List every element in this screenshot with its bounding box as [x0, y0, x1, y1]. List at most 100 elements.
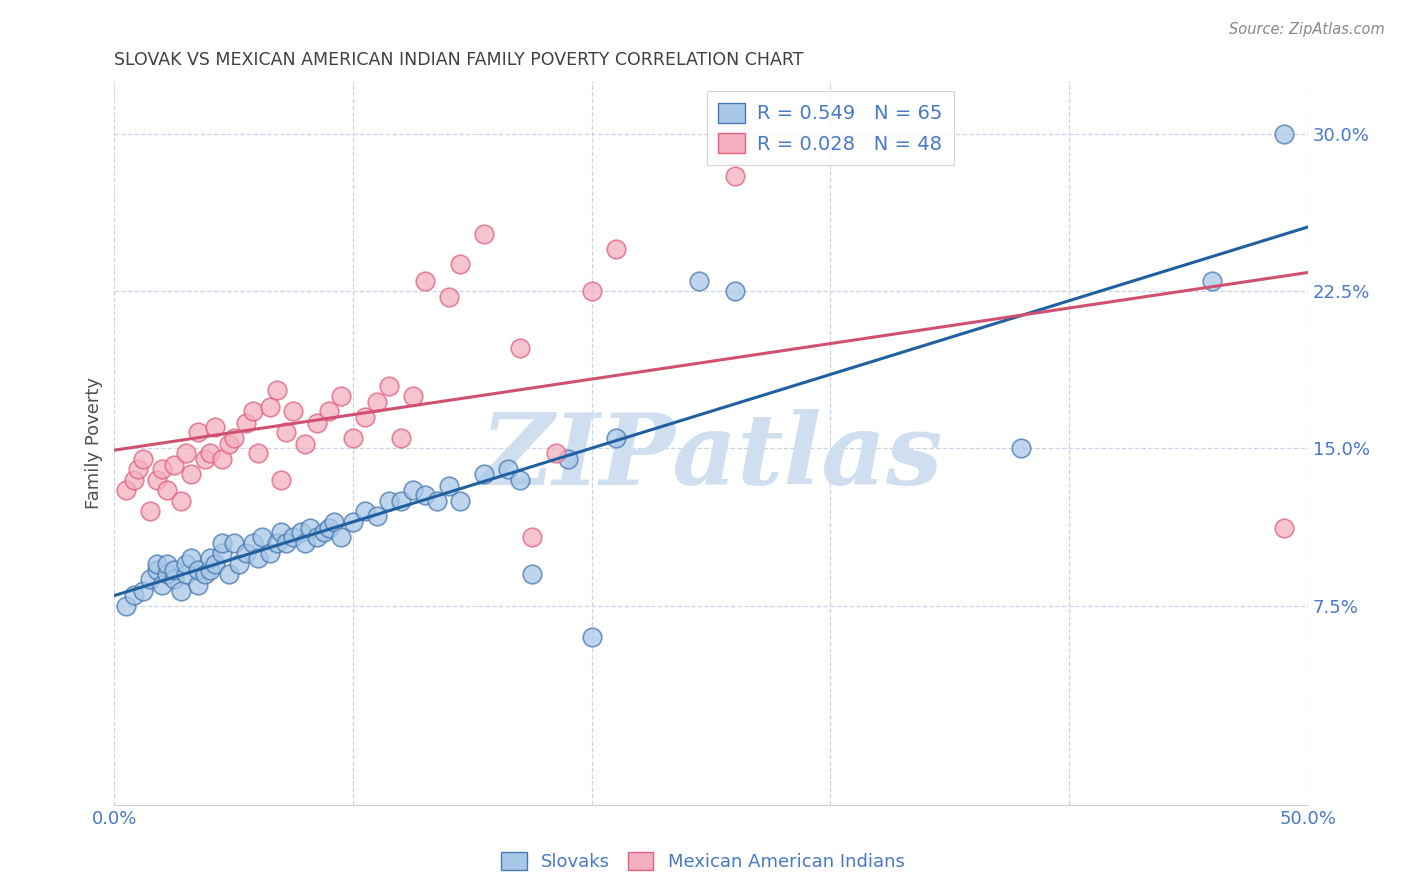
Point	[242, 403, 264, 417]
Point	[276, 425, 298, 439]
Point	[330, 389, 353, 403]
Point	[218, 567, 240, 582]
Point	[194, 567, 217, 582]
Point	[605, 242, 627, 256]
Point	[187, 578, 209, 592]
Point	[581, 284, 603, 298]
Point	[366, 508, 388, 523]
Point	[354, 504, 377, 518]
Point	[557, 452, 579, 467]
Point	[211, 452, 233, 467]
Point	[163, 458, 186, 473]
Point	[174, 567, 197, 582]
Point	[259, 400, 281, 414]
Point	[581, 630, 603, 644]
Point	[688, 274, 710, 288]
Point	[180, 550, 202, 565]
Point	[222, 431, 245, 445]
Point	[163, 563, 186, 577]
Point	[150, 462, 173, 476]
Point	[413, 274, 436, 288]
Point	[449, 257, 471, 271]
Point	[724, 284, 747, 298]
Point	[342, 431, 364, 445]
Point	[139, 504, 162, 518]
Point	[283, 530, 305, 544]
Text: Source: ZipAtlas.com: Source: ZipAtlas.com	[1229, 22, 1385, 37]
Point	[724, 169, 747, 183]
Point	[290, 525, 312, 540]
Point	[150, 578, 173, 592]
Point	[605, 431, 627, 445]
Point	[389, 431, 412, 445]
Point	[218, 437, 240, 451]
Point	[1201, 274, 1223, 288]
Point	[1010, 442, 1032, 456]
Point	[318, 521, 340, 535]
Point	[378, 494, 401, 508]
Point	[235, 546, 257, 560]
Point	[342, 515, 364, 529]
Point	[509, 473, 531, 487]
Point	[389, 494, 412, 508]
Point	[170, 584, 193, 599]
Point	[170, 494, 193, 508]
Point	[127, 462, 149, 476]
Point	[1272, 521, 1295, 535]
Point	[252, 530, 274, 544]
Point	[437, 479, 460, 493]
Point	[146, 557, 169, 571]
Text: ZIPatlas: ZIPatlas	[479, 409, 942, 506]
Point	[472, 467, 495, 481]
Point	[156, 483, 179, 498]
Point	[402, 483, 425, 498]
Point	[194, 452, 217, 467]
Point	[294, 437, 316, 451]
Point	[520, 530, 543, 544]
Text: SLOVAK VS MEXICAN AMERICAN INDIAN FAMILY POVERTY CORRELATION CHART: SLOVAK VS MEXICAN AMERICAN INDIAN FAMILY…	[114, 51, 804, 69]
Point	[156, 557, 179, 571]
Point	[544, 445, 567, 459]
Point	[132, 452, 155, 467]
Point	[259, 546, 281, 560]
Point	[204, 420, 226, 434]
Point	[266, 536, 288, 550]
Point	[472, 227, 495, 242]
Legend: R = 0.549   N = 65, R = 0.028   N = 48: R = 0.549 N = 65, R = 0.028 N = 48	[707, 91, 955, 165]
Point	[139, 572, 162, 586]
Point	[115, 483, 138, 498]
Point	[426, 494, 449, 508]
Point	[204, 557, 226, 571]
Point	[146, 563, 169, 577]
Point	[122, 588, 145, 602]
Point	[180, 467, 202, 481]
Point	[163, 572, 186, 586]
Point	[146, 473, 169, 487]
Point	[354, 409, 377, 424]
Point	[402, 389, 425, 403]
Point	[307, 417, 329, 431]
Point	[307, 530, 329, 544]
Point	[156, 567, 179, 582]
Point	[509, 341, 531, 355]
Point	[294, 536, 316, 550]
Point	[276, 536, 298, 550]
Point	[318, 403, 340, 417]
Point	[449, 494, 471, 508]
Point	[378, 378, 401, 392]
Point	[366, 395, 388, 409]
Point	[314, 525, 336, 540]
Point	[270, 525, 292, 540]
Point	[323, 515, 346, 529]
Point	[198, 550, 221, 565]
Point	[174, 557, 197, 571]
Point	[132, 584, 155, 599]
Point	[1272, 127, 1295, 141]
Point	[242, 536, 264, 550]
Point	[330, 530, 353, 544]
Point	[520, 567, 543, 582]
Point	[246, 550, 269, 565]
Point	[198, 563, 221, 577]
Legend: Slovaks, Mexican American Indians: Slovaks, Mexican American Indians	[494, 845, 912, 879]
Point	[283, 403, 305, 417]
